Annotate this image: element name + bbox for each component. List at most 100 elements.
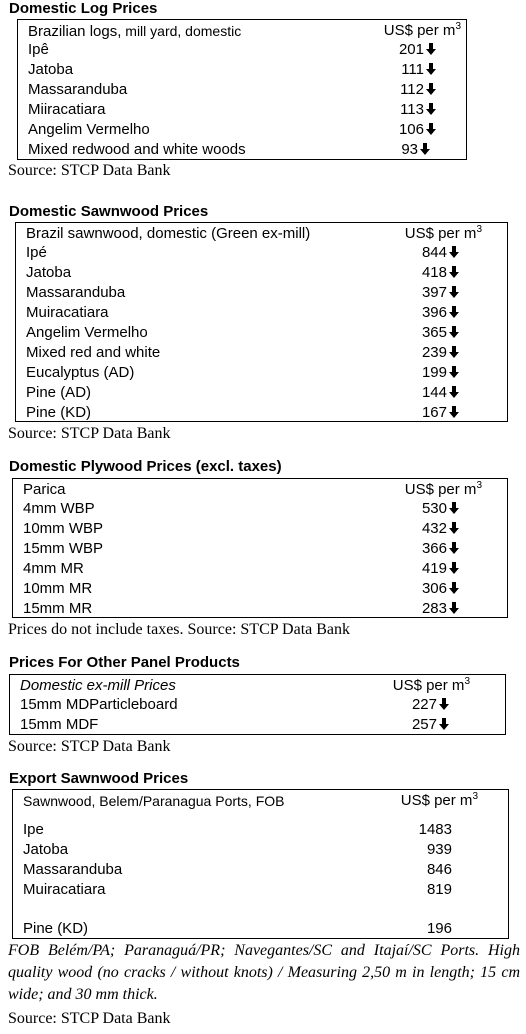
table-row: Angelim Vermelho 365	[16, 323, 507, 343]
down-arrow-icon	[449, 366, 459, 378]
price-value: 201	[398, 41, 424, 58]
price-value: 844	[421, 244, 447, 261]
table-header: Brazil sawnwood, domestic (Green ex-mill…	[16, 224, 507, 244]
table-row: Pine (KD) 167	[16, 403, 507, 423]
table-row: Muiracatiara 819	[13, 880, 508, 900]
species-name: Massaranduba	[23, 861, 123, 878]
down-arrow-icon	[449, 386, 459, 398]
species-name: Ipê	[28, 41, 49, 58]
table-row: 4mm MR 419	[13, 559, 507, 579]
price-value: 366	[421, 540, 447, 557]
product-name: 4mm MR	[23, 560, 84, 577]
plywood-prices-table: Parica US$ per m3 4mm WBP 530 10mm WBP 432…	[12, 478, 508, 618]
sawnwood-prices-title: Domestic Sawnwood Prices	[9, 203, 209, 220]
header-unit: US$ per m3	[404, 224, 482, 243]
table-row: 15mm MR 283	[13, 599, 507, 619]
table-row: Ipe 1483	[13, 820, 508, 840]
species-name: Angelim Vermelho	[28, 121, 150, 138]
header-name: Domestic ex-mill Prices	[20, 677, 176, 694]
table-row: 4mm WBP 530	[13, 499, 507, 519]
species-name: Mixed redwood and white woods	[28, 141, 246, 158]
log-prices-source: Source: STCP Data Bank	[8, 162, 171, 179]
table-row: Pine (AD) 144	[16, 383, 507, 403]
species-name: Massaranduba	[26, 284, 126, 301]
species-name: Jatoba	[26, 264, 72, 281]
species-name: Muiracatiara	[23, 881, 106, 898]
species-name: Pine (AD)	[26, 384, 92, 401]
table-row: 15mm WBP 366	[13, 539, 507, 559]
product-name: 15mm MDF	[20, 716, 99, 733]
header-name: Brazilian logs,	[28, 23, 122, 40]
header-name: Parica	[23, 481, 66, 498]
price-value: 365	[421, 324, 447, 341]
export-prices-source: Source: STCP Data Bank	[8, 1010, 171, 1027]
down-arrow-icon	[420, 143, 430, 155]
table-header: Brazilian logs, mill yard, domestic US$ …	[18, 21, 466, 41]
price-value: 397	[421, 284, 447, 301]
price-value: 819	[426, 881, 452, 898]
species-name: Ipe	[23, 821, 44, 838]
species-name: Muiracatiara	[26, 304, 109, 321]
down-arrow-icon	[449, 406, 459, 418]
table-row: Massaranduba 112	[18, 80, 466, 100]
table-row: Ipé 844	[16, 243, 507, 263]
down-arrow-icon	[449, 582, 459, 594]
price-value: 227	[411, 696, 437, 713]
price-value: 93	[401, 141, 418, 158]
log-prices-title: Domestic Log Prices	[9, 0, 158, 17]
table-row: Jatoba 939	[13, 840, 508, 860]
price-value: 432	[421, 520, 447, 537]
down-arrow-icon	[439, 718, 449, 730]
table-row: Mixed redwood and white woods 93	[18, 140, 466, 160]
species-name: Mixed red and white	[26, 344, 161, 361]
table-row: Miiracatiara 113	[18, 100, 466, 120]
product-name: 10mm MR	[23, 580, 93, 597]
down-arrow-icon	[449, 266, 459, 278]
sawnwood-prices-source: Source: STCP Data Bank	[8, 425, 171, 442]
price-value: 257	[411, 716, 437, 733]
down-arrow-icon	[426, 63, 436, 75]
table-row: Massaranduba 397	[16, 283, 507, 303]
table-row: Eucalyptus (AD) 199	[16, 363, 507, 383]
header-name-detail: mill yard, domestic	[121, 23, 242, 39]
header-unit: US$ per m3	[383, 21, 461, 40]
table-row: Pine (KD) 196	[13, 919, 508, 939]
down-arrow-icon	[426, 123, 436, 135]
sawnwood-prices-table: Brazil sawnwood, domestic (Green ex-mill…	[15, 222, 508, 422]
product-name: 4mm WBP	[23, 500, 95, 517]
down-arrow-icon	[439, 698, 449, 710]
export-prices-table: Sawnwood, Belem/Paranagua Ports, FOB US$…	[12, 789, 509, 939]
header-name: Sawnwood, Belem/Paranagua Ports, FOB	[23, 793, 285, 809]
price-value: 106	[398, 121, 424, 138]
product-name: 10mm WBP	[23, 520, 104, 537]
down-arrow-icon	[449, 306, 459, 318]
species-name: Pine (KD)	[23, 920, 89, 937]
table-header: Sawnwood, Belem/Paranagua Ports, FOB US$…	[13, 791, 508, 811]
down-arrow-icon	[449, 502, 459, 514]
table-row: 10mm WBP 432	[13, 519, 507, 539]
price-value: 1483	[418, 821, 452, 838]
price-value: 530	[421, 500, 447, 517]
price-value: 396	[421, 304, 447, 321]
table-row: 10mm MR 306	[13, 579, 507, 599]
price-value: 111	[401, 61, 424, 78]
table-row: Ipê 201	[18, 40, 466, 60]
price-value: 419	[421, 560, 447, 577]
species-name: Miiracatiara	[28, 101, 106, 118]
down-arrow-icon	[449, 246, 459, 258]
species-name: Massaranduba	[28, 81, 128, 98]
price-value: 306	[421, 580, 447, 597]
price-value: 939	[426, 841, 452, 858]
table-row: 15mm MDF 257	[10, 715, 505, 735]
header-unit: US$ per m3	[404, 480, 482, 499]
plywood-prices-source: Prices do not include taxes. Source: STC…	[8, 621, 351, 638]
price-value: 167	[421, 404, 447, 421]
down-arrow-icon	[426, 103, 436, 115]
product-name: 15mm MDParticleboard	[20, 696, 178, 713]
table-header: Domestic ex-mill Prices US$ per m3	[10, 676, 505, 696]
species-name: Jatoba	[23, 841, 69, 858]
price-value: 283	[421, 600, 447, 617]
species-name: Eucalyptus (AD)	[26, 364, 135, 381]
table-row: Angelim Vermelho 106	[18, 120, 466, 140]
down-arrow-icon	[426, 43, 436, 55]
